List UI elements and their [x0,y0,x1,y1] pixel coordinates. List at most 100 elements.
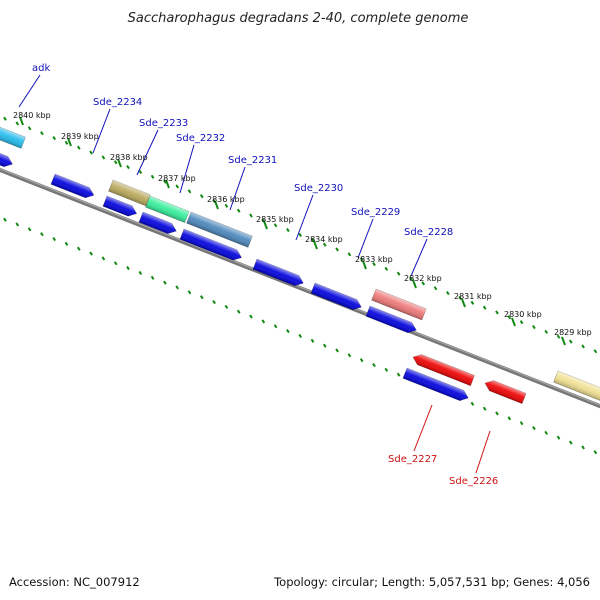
tick-label: 2831 kbp [454,292,492,301]
major-tick [19,116,24,126]
inner-tick-ring [3,217,598,455]
gene-forward-shade [50,174,94,198]
tick-mark [335,348,339,353]
tick-mark [126,266,130,271]
tick-mark [507,416,512,421]
tick-mark [335,247,339,252]
tick-mark [495,411,499,416]
gene-sde-2232-shade [145,196,190,223]
tick-mark [519,320,524,325]
label-leader-line [136,129,159,176]
gene-label-sde-2229[interactable]: Sde_2229 [351,207,400,218]
gene-reverse [484,380,527,405]
tick-mark [15,121,20,126]
tick-mark [544,329,549,334]
tick-mark [372,362,376,368]
tick-mark [101,155,106,160]
gene-label-sde-2233[interactable]: Sde_2233 [139,118,188,129]
gene-right-edge-shade [553,371,600,405]
label-leader-line [410,238,428,277]
gene-reverse [412,354,475,387]
gene-label-sde-2226[interactable]: Sde_2226 [449,476,498,487]
gene-forward-shade [179,229,242,261]
tick-mark [199,194,204,199]
tick-mark [384,367,389,372]
gene-reverse-shade [484,380,527,404]
gene-label-sde-2230[interactable]: Sde_2230 [294,183,343,194]
tick-label: 2835 kbp [256,215,294,224]
tick-mark [581,445,585,450]
tick-mark [224,304,229,309]
gene-forward [138,211,177,234]
tick-mark [396,372,401,377]
tick-mark [347,252,352,257]
gene-label-sde-2234[interactable]: Sde_2234 [93,97,142,108]
tick-mark [347,353,352,358]
tick-mark [396,271,401,276]
label-leader-line [295,194,314,241]
tick-mark [261,319,266,324]
major-tick [561,336,566,346]
tick-mark [249,314,253,319]
tick-mark [286,228,290,233]
label-leader-line [18,74,41,108]
tick-mark [89,150,93,155]
gene-forward-shade [138,212,177,234]
map-title: Saccharophagus degradans 2-40, complete … [128,11,469,26]
tick-mark [236,309,241,314]
gene-adk-shade [0,124,26,149]
label-leader-line [229,166,246,211]
tick-mark [482,406,487,411]
tick-mark [482,305,487,310]
tick-mark [199,295,204,300]
tick-label: 2832 kbp [404,274,442,283]
tick-mark [421,281,426,286]
gene-forward-shade [365,306,417,333]
tick-mark [27,126,32,131]
tick-labels: 2840 kbp 2839 kbp 2838 kbp 2837 kbp 2836… [13,111,592,337]
gene-label-adk[interactable]: adk [32,63,50,74]
tick-mark [532,324,536,330]
gene-label-sde-2228[interactable]: Sde_2228 [404,227,453,238]
tick-label: 2839 kbp [61,132,99,141]
gene-sde-2228-shade [371,289,427,320]
tick-mark [126,165,130,170]
tick-mark [163,280,167,285]
tick-label: 2834 kbp [305,235,343,244]
gene-forward [310,282,362,311]
tick-mark [101,256,106,261]
gene-label-sde-2232[interactable]: Sde_2232 [176,133,225,144]
tick-mark [249,213,253,218]
major-tick [511,317,516,327]
gene-label-sde-2231[interactable]: Sde_2231 [228,155,277,166]
gene-forward-shade [310,283,362,310]
tick-mark [556,435,561,440]
gene-forward [365,305,417,334]
tick-mark [212,299,216,305]
tick-mark [64,241,69,246]
gene-adk [0,123,26,149]
tick-label: 2830 kbp [504,310,542,319]
tick-mark [507,315,512,320]
outer-tick-ring [3,116,598,354]
tick-mark [322,343,327,348]
label-leader-line [179,144,195,194]
tick-mark [89,251,93,256]
label-leader-line [92,108,111,154]
tick-mark [27,227,32,232]
tick-mark [298,232,303,237]
tick-mark [298,333,303,338]
genome-backbone [0,167,600,409]
tick-mark [556,334,561,339]
gene-sde-2231 [186,211,253,248]
major-tick [263,220,268,230]
tick-mark [519,421,524,426]
major-tick [461,298,466,308]
gene-label-sde-2227[interactable]: Sde_2227 [388,454,437,465]
tick-mark [433,286,438,291]
tick-mark [273,324,278,329]
tick-mark [470,300,475,305]
tick-mark [3,116,7,121]
tick-mark [470,401,475,406]
